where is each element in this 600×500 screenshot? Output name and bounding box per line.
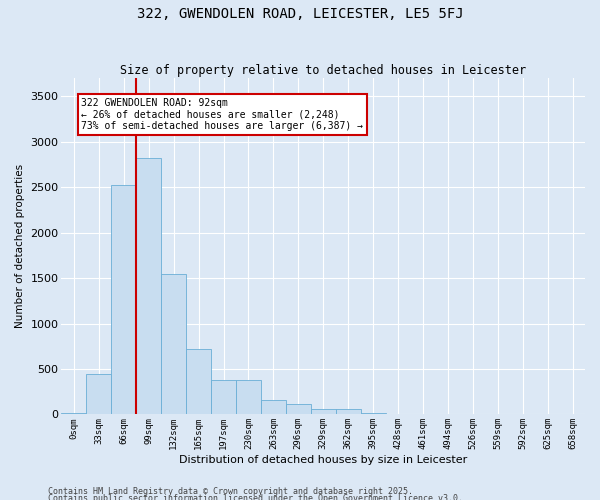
Bar (311, 409, 335, 414)
Bar (86, 374, 112, 414)
X-axis label: Distribution of detached houses by size in Leicester: Distribution of detached houses by size … (179, 455, 467, 465)
Bar (236, 380, 261, 414)
Text: 322 GWENDOLEN ROAD: 92sqm
← 26% of detached houses are smaller (2,248)
73% of se: 322 GWENDOLEN ROAD: 92sqm ← 26% of detac… (82, 98, 364, 132)
Bar (136, 158, 161, 414)
Bar (286, 404, 311, 414)
Bar (112, 186, 136, 414)
Y-axis label: Number of detached properties: Number of detached properties (15, 164, 25, 328)
Text: Contains public sector information licensed under the Open Government Licence v3: Contains public sector information licen… (48, 494, 463, 500)
Bar (335, 410, 361, 414)
Bar (161, 274, 186, 414)
Bar (61, 413, 86, 414)
Text: Contains HM Land Registry data © Crown copyright and database right 2025.: Contains HM Land Registry data © Crown c… (48, 487, 413, 496)
Bar (261, 400, 286, 414)
Title: Size of property relative to detached houses in Leicester: Size of property relative to detached ho… (120, 64, 526, 77)
Bar (211, 380, 236, 414)
Bar (186, 349, 211, 414)
Bar (361, 413, 386, 414)
Text: 322, GWENDOLEN ROAD, LEICESTER, LE5 5FJ: 322, GWENDOLEN ROAD, LEICESTER, LE5 5FJ (137, 8, 463, 22)
